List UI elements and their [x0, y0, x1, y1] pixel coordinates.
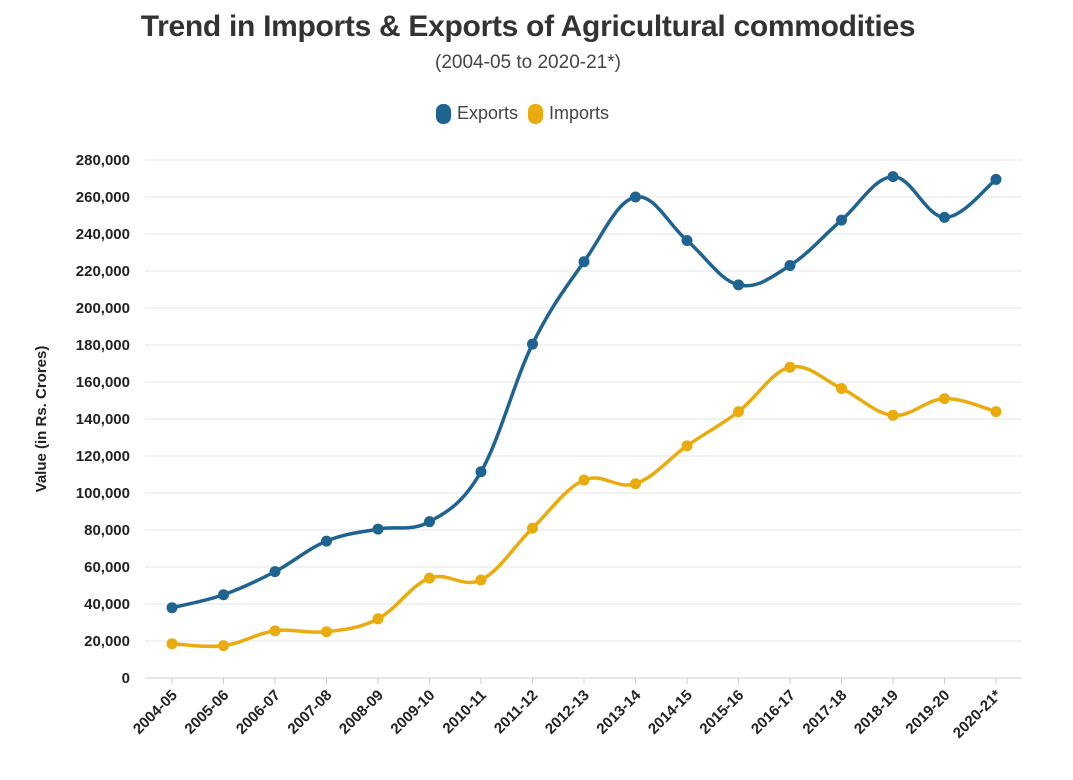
- data-point-exports: [475, 466, 487, 478]
- data-point-exports: [681, 234, 693, 246]
- data-point-imports: [836, 382, 847, 394]
- data-point-imports: [424, 572, 435, 584]
- data-point-imports: [475, 574, 487, 586]
- chart-legend: Exports Imports: [0, 103, 1045, 124]
- data-point-imports: [630, 478, 641, 490]
- data-point-imports: [218, 640, 229, 652]
- y-tick-label: 260,000: [76, 189, 130, 206]
- x-tick-label: 2020-21*: [950, 687, 1005, 742]
- data-point-imports: [733, 406, 744, 418]
- data-point-imports: [939, 393, 950, 405]
- data-point-imports: [784, 361, 796, 373]
- legend-item-imports[interactable]: Imports: [528, 103, 609, 124]
- x-tick-label: 2009-10: [387, 687, 438, 738]
- data-point-exports: [990, 173, 1002, 185]
- data-point-exports: [939, 211, 950, 223]
- data-point-exports: [578, 256, 590, 268]
- x-tick-label: 2013-14: [593, 686, 644, 737]
- y-tick-label: 200,000: [76, 300, 130, 317]
- data-point-exports: [424, 516, 435, 528]
- legend-swatch-exports: [435, 103, 451, 124]
- y-tick-label: 60,000: [84, 559, 130, 576]
- data-point-exports: [527, 338, 538, 350]
- x-tick-label: 2014-15: [645, 687, 696, 738]
- x-tick-label: 2006-07: [233, 687, 284, 738]
- chart-title: Trend in Imports & Exports of Agricultur…: [140, 10, 916, 43]
- data-point-imports: [681, 440, 693, 452]
- y-tick-label: 40,000: [84, 596, 130, 613]
- data-point-imports: [166, 638, 178, 650]
- data-point-imports: [578, 474, 590, 486]
- legend-label-imports: Imports: [549, 103, 610, 123]
- data-point-exports: [269, 566, 281, 578]
- x-tick-label: 2007-08: [284, 687, 335, 738]
- data-point-imports: [990, 406, 1002, 418]
- data-point-exports: [733, 279, 744, 291]
- y-tick-label: 180,000: [76, 337, 130, 354]
- y-tick-label: 120,000: [76, 448, 130, 465]
- data-point-imports: [372, 613, 384, 625]
- x-tick-label: 2005-06: [181, 687, 232, 738]
- x-tick-label: 2011-12: [491, 687, 541, 737]
- data-point-imports: [269, 625, 281, 637]
- series-line-exports: [170, 174, 998, 610]
- x-tick-label: 2018-19: [851, 687, 902, 738]
- data-point-exports: [836, 214, 847, 226]
- data-point-exports: [166, 602, 178, 614]
- data-point-imports: [527, 522, 538, 534]
- x-tick-label: 2016-17: [748, 687, 799, 738]
- data-point-exports: [784, 259, 796, 271]
- data-point-imports: [887, 409, 899, 421]
- y-tick-label: 160,000: [76, 374, 130, 391]
- data-point-exports: [321, 535, 332, 547]
- data-point-imports: [321, 626, 332, 638]
- y-tick-label: 20,000: [84, 633, 130, 650]
- x-tick-label: 2019-20: [902, 687, 953, 738]
- y-tick-label: 0: [122, 670, 130, 687]
- data-point-exports: [372, 523, 384, 535]
- data-point-exports: [887, 171, 899, 183]
- legend-label-exports: Exports: [456, 103, 518, 123]
- legend-item-exports[interactable]: Exports: [435, 103, 518, 124]
- data-point-exports: [630, 191, 641, 203]
- legend-swatch-imports: [528, 103, 543, 124]
- x-tick-label: 2010-11: [439, 687, 489, 737]
- x-tick-label: 2004-05: [130, 687, 181, 738]
- y-tick-label: 220,000: [76, 263, 130, 280]
- y-tick-label: 280,000: [76, 152, 130, 169]
- y-tick-label: 140,000: [76, 411, 130, 428]
- x-tick-label: 2008-09: [336, 687, 387, 738]
- y-axis-label: Value (in Rs. Crores): [33, 346, 50, 493]
- y-tick-label: 240,000: [76, 226, 130, 243]
- x-tick-label: 2017-18: [799, 687, 850, 738]
- data-point-exports: [218, 589, 229, 601]
- y-tick-label: 80,000: [84, 522, 130, 539]
- x-tick-label: 2015-16: [696, 687, 747, 738]
- y-tick-label: 100,000: [76, 485, 130, 502]
- x-tick-label: 2012-13: [542, 687, 593, 738]
- chart-subtitle: (2004-05 to 2020-21*): [435, 52, 621, 73]
